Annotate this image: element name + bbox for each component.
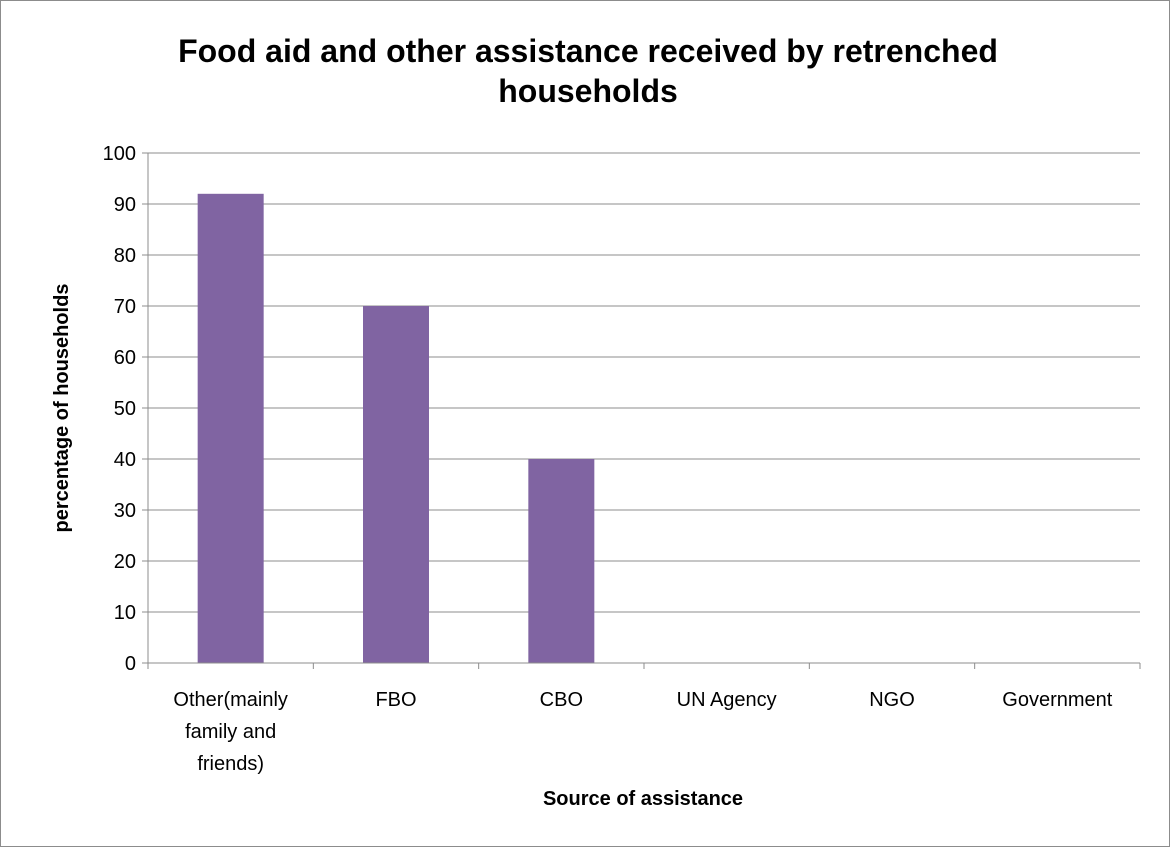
bar — [197, 193, 264, 664]
gridlines — [148, 152, 1140, 613]
y-tick-label: 70 — [114, 296, 136, 318]
x-category-label: CBO — [540, 689, 583, 711]
chart-title-line: Food aid and other assistance received b… — [178, 33, 998, 69]
x-category-label: FBO — [375, 689, 416, 711]
axes — [142, 152, 1141, 669]
y-tick-label: 20 — [114, 551, 136, 573]
x-category-label: NGO — [869, 689, 915, 711]
y-tick-label: 90 — [114, 194, 136, 216]
y-tick-label: 60 — [114, 347, 136, 369]
y-tick-label: 10 — [114, 602, 136, 624]
y-tick-labels: 0 10 20 30 40 50 60 70 80 90 100 — [103, 143, 136, 675]
x-category-labels: Other(mainly family and friends) FBO CBO UN A… — [173, 689, 1112, 775]
y-tick-label: 40 — [114, 449, 136, 471]
y-axis-title: percentage of households — [51, 284, 73, 533]
chart-title: Food aid and other assistance received b… — [178, 33, 998, 109]
x-category-label: UN Agency — [677, 689, 777, 711]
chart-title-line: households — [498, 73, 678, 109]
x-category-label: Other(mainly family and friends) — [173, 689, 287, 775]
y-tick-label: 80 — [114, 245, 136, 267]
y-tick-label: 30 — [114, 500, 136, 522]
bar — [363, 306, 429, 663]
x-axis-title: Source of assistance — [543, 788, 743, 810]
y-tick-label: 0 — [125, 653, 136, 675]
x-category-label: Government — [1002, 689, 1112, 711]
y-tick-label: 50 — [114, 398, 136, 420]
bars — [197, 193, 595, 664]
y-tick-label: 100 — [103, 143, 136, 165]
bar — [528, 459, 595, 663]
